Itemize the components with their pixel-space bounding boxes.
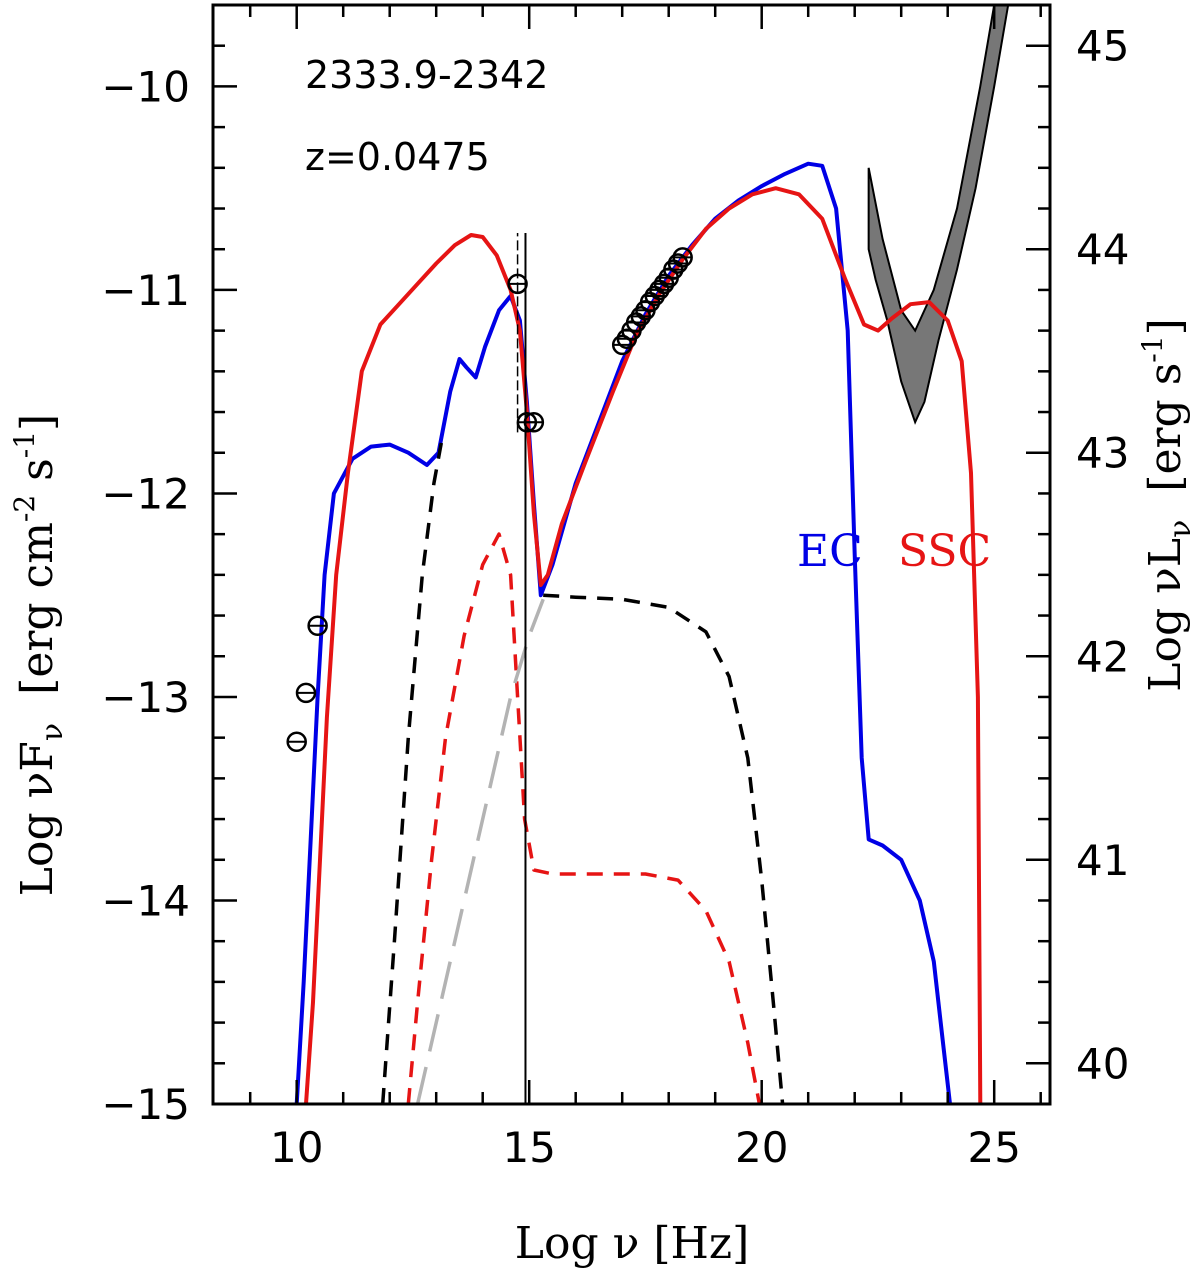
ssc-label: SSC	[898, 526, 991, 577]
series-line-3	[543, 593, 785, 1105]
y-axis-title-exp2: -1	[8, 431, 41, 458]
y-tick-label: −15	[101, 1080, 190, 1129]
series-line-4	[406, 532, 762, 1105]
y2-axis-title-end: ]	[1140, 318, 1191, 335]
y2-tick-label: 45	[1076, 22, 1129, 71]
data-point	[653, 273, 675, 295]
series-line-1	[304, 186, 983, 1105]
x-tick-label: 15	[502, 1123, 555, 1172]
x-tick-label: 25	[967, 1123, 1020, 1172]
fermi-band	[867, 4, 1010, 425]
y-axis-title: Log νFν [erg cm-2 s-1]	[8, 414, 70, 896]
data-point	[611, 334, 633, 356]
series-line-2	[380, 432, 445, 1105]
data-points	[286, 247, 693, 752]
y-tick-label: −12	[101, 469, 190, 518]
redshift-label: z=0.0475	[305, 135, 490, 179]
y-axis-title-main: Log νF	[12, 741, 63, 896]
y-axis-title-exp1: -2	[8, 495, 41, 522]
x-axis-title: Log ν [Hz]	[515, 1218, 749, 1269]
y2-axis-title-exp: -1	[1136, 335, 1169, 362]
data-point	[295, 682, 317, 704]
source-name: 2333.9-2342	[305, 53, 548, 97]
data-point	[507, 273, 528, 295]
ec-label: EC	[797, 526, 863, 577]
x-tick-label: 20	[735, 1123, 788, 1172]
series-line-0	[294, 161, 952, 1105]
y2-tick-label: 40	[1076, 1039, 1129, 1088]
fermi-sensitivity-band	[867, 4, 1010, 425]
y-axis-title-sub: ν	[35, 723, 70, 741]
data-point	[672, 247, 693, 268]
data-point	[667, 253, 689, 274]
y2-tick-label: 41	[1076, 836, 1129, 885]
y-tick-label: −14	[101, 876, 190, 925]
y2-tick-label: 42	[1076, 632, 1129, 681]
y2-axis-title-main: Log νL	[1140, 538, 1191, 692]
y-tick-label: −10	[101, 62, 190, 111]
x-tick-labels: 10 15 20 25	[270, 1123, 1021, 1172]
x-tick-label: 10	[270, 1123, 323, 1172]
model-curves	[294, 161, 983, 1105]
axis-ticks	[213, 3, 1050, 1106]
y-tick-label: −11	[101, 266, 190, 315]
data-point	[307, 615, 328, 636]
data-point	[523, 411, 545, 433]
y2-tick-label: 44	[1076, 225, 1129, 274]
y2-tick-label: 43	[1076, 429, 1129, 478]
y2-axis-title-units: [erg s	[1140, 363, 1191, 492]
y-axis-title-mid: s	[12, 458, 63, 495]
y2-tick-labels: 40 41 42 43 44 45	[1076, 22, 1129, 1089]
series-line-5	[415, 598, 545, 1105]
data-point	[630, 306, 652, 327]
y-axis-title-end: ]	[12, 414, 63, 431]
y-tick-labels: −10 −11 −12 −13 −14 −15	[101, 62, 190, 1129]
y2-axis-title: Log νLν [erg s-1]	[1136, 318, 1198, 692]
plot-frame	[211, 3, 1052, 1106]
y-axis-title-units: [erg cm	[12, 522, 63, 695]
y-tick-label: −13	[101, 673, 190, 722]
data-point	[286, 731, 307, 752]
y2-axis-title-sub: ν	[1163, 520, 1198, 538]
